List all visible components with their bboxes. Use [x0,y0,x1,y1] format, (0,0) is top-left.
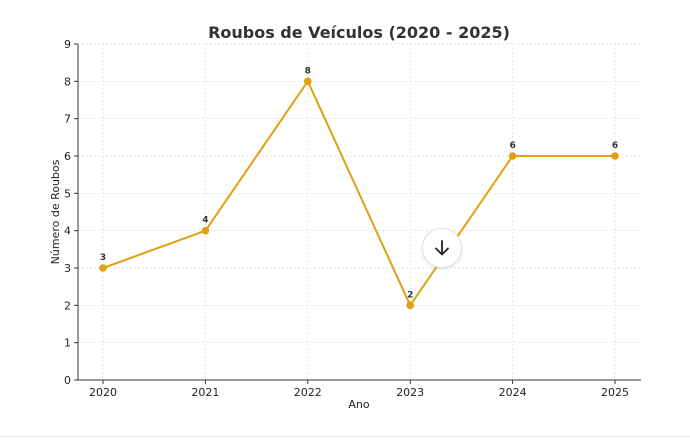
data-label: 8 [305,66,311,76]
y-tick-label: 5 [64,187,71,200]
y-tick-label: 3 [64,262,71,275]
data-point [201,226,210,235]
x-ticks: 2020 2021 2022 2023 2024 2025 [89,380,629,399]
chart-title: Roubos de Veículos (2020 - 2025) [208,23,510,42]
x-tick-label: 2021 [191,386,219,399]
y-tick-label: 1 [64,337,71,350]
data-label: 6 [612,141,618,151]
arrow-down-icon [435,240,449,256]
bottom-divider [0,436,690,437]
data-point [406,301,415,310]
axes [77,44,641,381]
scroll-down-button[interactable] [422,228,462,268]
grid [78,43,641,381]
data-point [611,152,619,160]
y-tick-label: 0 [64,374,71,387]
y-tick-label: 4 [64,225,71,238]
x-tick-label: 2020 [89,386,117,399]
x-tick-label: 2024 [499,386,527,399]
data-label: 3 [100,253,106,263]
data-point [99,264,107,272]
data-label: 2 [407,290,413,300]
y-tick-label: 2 [64,299,71,312]
series-orubos [99,77,619,310]
data-labels: 3 4 8 2 6 6 [100,66,618,300]
x-axis-label: Ano [348,398,369,411]
x-tick-label: 2022 [294,386,322,399]
data-point [508,152,517,160]
x-tick-label: 2023 [396,386,424,399]
y-ticks: 0 1 2 3 4 5 6 7 8 9 [64,38,78,387]
x-tick-label: 2025 [601,386,629,399]
y-axis-label: Número de Roubos [49,159,62,264]
y-tick-label: 9 [64,38,71,51]
y-tick-label: 6 [64,150,71,163]
data-label: 4 [202,216,208,226]
data-point [304,77,312,86]
y-tick-label: 7 [64,113,71,126]
series-line [102,80,615,307]
y-tick-label: 8 [64,75,71,88]
data-label: 6 [509,141,515,151]
